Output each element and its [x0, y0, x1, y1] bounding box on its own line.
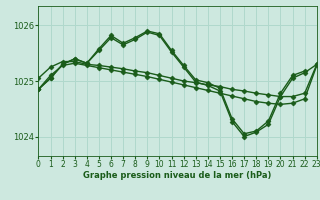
X-axis label: Graphe pression niveau de la mer (hPa): Graphe pression niveau de la mer (hPa): [84, 171, 272, 180]
